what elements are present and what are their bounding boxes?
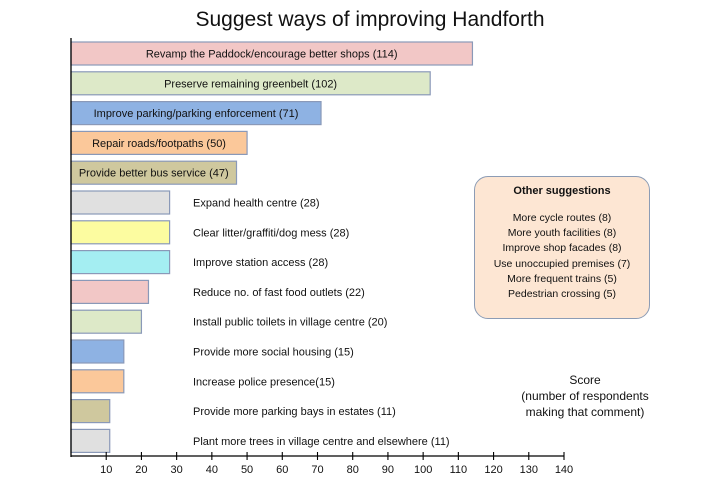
bar-label: Expand health centre (28) <box>193 198 320 210</box>
x-tick-label: 140 <box>555 464 573 476</box>
bar-label: Plant more trees in village centre and e… <box>193 436 450 448</box>
x-tick-label: 120 <box>484 464 502 476</box>
x-tick-label: 80 <box>347 464 359 476</box>
other-suggestion-item: More frequent trains (5) <box>507 272 617 285</box>
chart-title: Suggest ways of improving Handforth <box>195 8 545 31</box>
bar-label: Reduce no. of fast food outlets (22) <box>193 287 365 299</box>
x-tick-label: 10 <box>100 464 112 476</box>
x-tick-label: 90 <box>382 464 394 476</box>
x-tick-label: 60 <box>276 464 288 476</box>
x-tick-label: 130 <box>520 464 538 476</box>
bar-label: Repair roads/footpaths (50) <box>92 138 226 150</box>
bar-label: Revamp the Paddock/encourage better shop… <box>146 49 398 61</box>
bar-label: Install public toilets in village centre… <box>193 317 387 329</box>
x-tick-label: 40 <box>206 464 218 476</box>
bar-label: Improve station access (28) <box>193 257 328 269</box>
x-tick-label: 100 <box>414 464 432 476</box>
other-suggestion-item: More cycle routes (8) <box>512 212 612 224</box>
other-suggestion-item: More youth facilities (8) <box>507 227 617 240</box>
x-tick-label: 30 <box>171 464 183 476</box>
x-tick-label: 110 <box>450 464 468 476</box>
other-suggestions-title: Other suggestions <box>513 185 611 197</box>
other-suggestions-box: Other suggestions More cycle routes (8) … <box>474 176 650 319</box>
bar-label: Preserve remaining greenbelt (102) <box>164 78 337 90</box>
bar <box>70 309 143 334</box>
bar-label: Provide more parking bays in estates (11… <box>193 406 396 418</box>
bar <box>70 250 171 275</box>
bar <box>70 369 125 394</box>
bar <box>70 220 171 245</box>
bar-label: Clear litter/graffiti/dog mess (28) <box>193 227 349 239</box>
x-axis-label: Score (number of respondents making that… <box>521 373 649 419</box>
bar <box>70 190 171 215</box>
bar-label: Improve parking/parking enforcement (71) <box>94 108 299 120</box>
other-suggestion-item: Pedestrian crossing (5) <box>508 288 616 301</box>
x-tick-label: 70 <box>311 464 323 476</box>
bar <box>70 428 111 453</box>
x-tick-label: 20 <box>135 464 147 476</box>
x-tick-label: 50 <box>241 464 253 476</box>
bar <box>70 339 125 364</box>
bar-label: Increase police presence(15) <box>193 376 335 388</box>
other-suggestions-list: More cycle routes (8) More youth facilit… <box>475 211 649 302</box>
other-suggestion-item: Improve shop facades (8) <box>502 242 622 255</box>
bar <box>70 399 111 424</box>
other-suggestion-item: Use unoccupied premises (7) <box>493 257 631 270</box>
bar <box>70 279 150 304</box>
bar-label: Provide better bus service (47) <box>79 168 229 180</box>
bar-label: Provide more social housing (15) <box>193 347 354 359</box>
